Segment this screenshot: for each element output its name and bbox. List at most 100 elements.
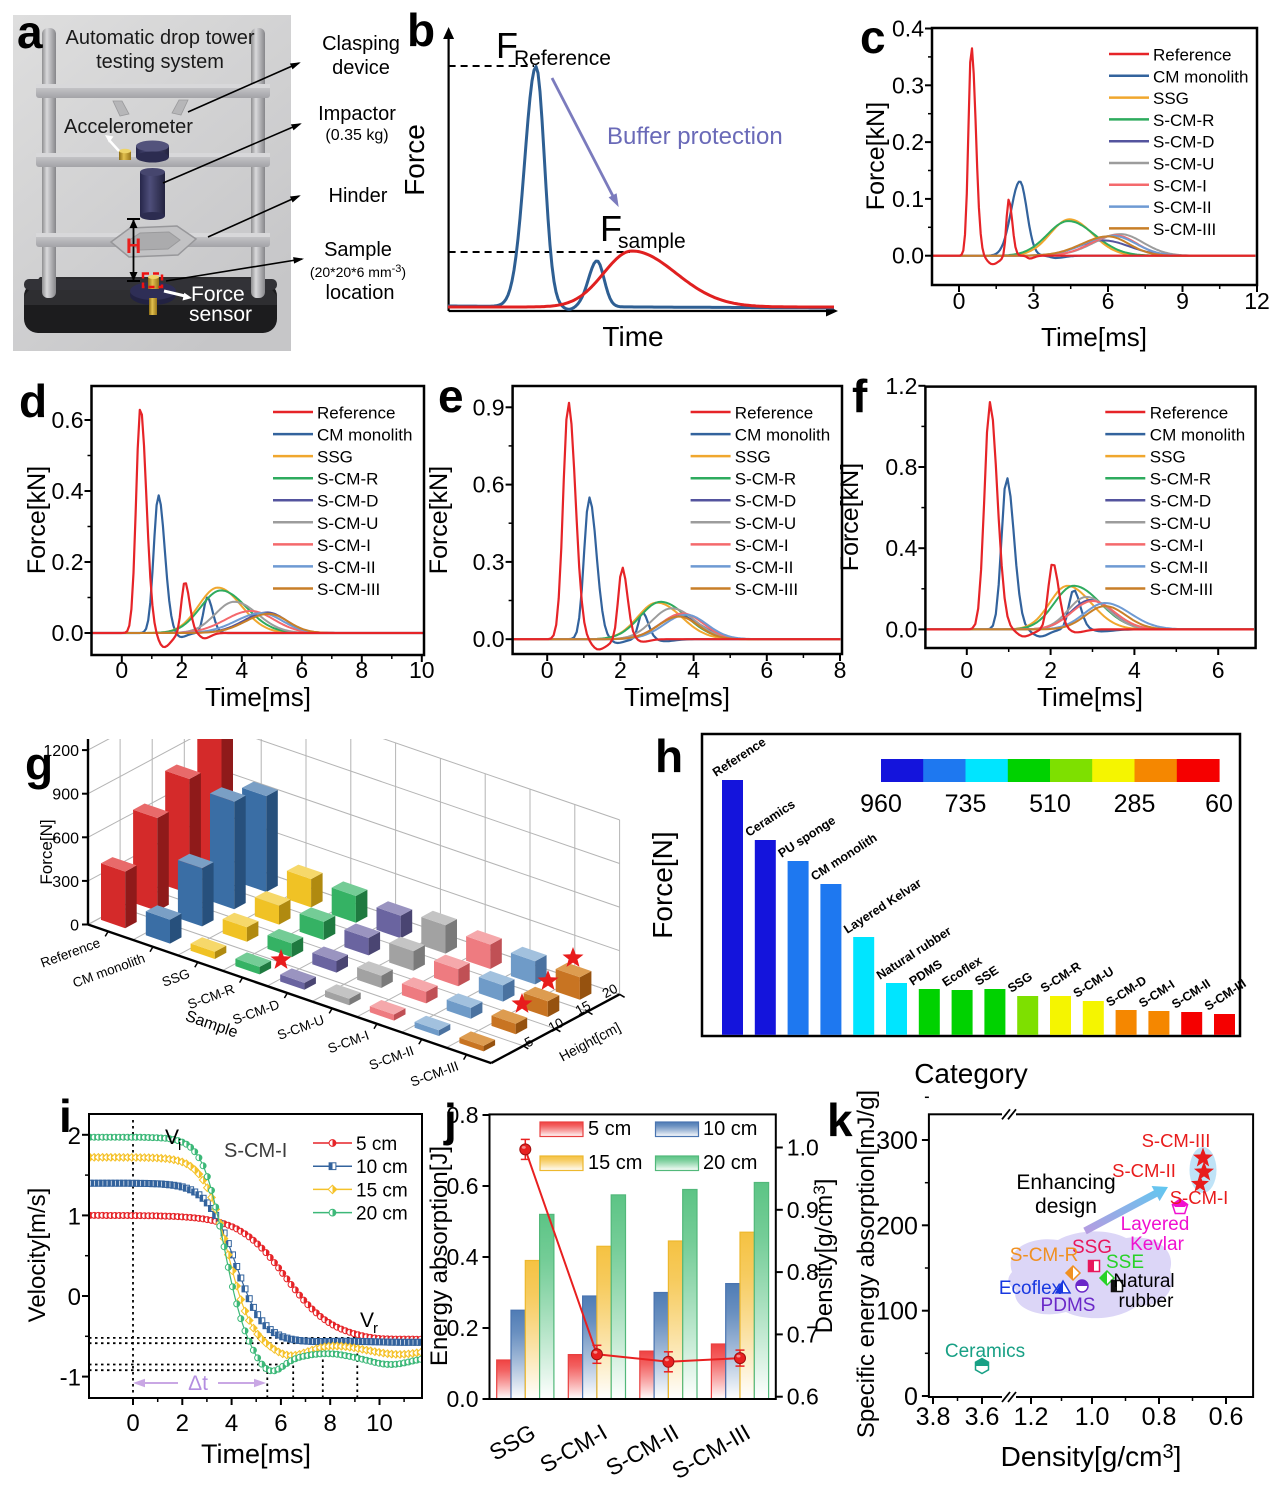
svg-text:15 cm: 15 cm — [588, 1152, 642, 1174]
svg-text:0: 0 — [126, 1410, 139, 1437]
svg-text:960: 960 — [860, 790, 902, 818]
svg-text:100: 100 — [876, 1298, 918, 1326]
svg-text:300: 300 — [52, 874, 79, 891]
svg-text:1.0: 1.0 — [1075, 1403, 1110, 1431]
svg-text:F: F — [496, 25, 518, 66]
svg-text:Reference: Reference — [514, 47, 611, 70]
svg-text:sensor: sensor — [189, 303, 252, 326]
svg-text:Specific energy absorption[mJ/: Specific energy absorption[mJ/g] — [853, 1090, 880, 1438]
svg-text:0.2: 0.2 — [52, 549, 84, 575]
svg-text:S-CM-II: S-CM-II — [735, 558, 794, 577]
svg-text:2: 2 — [68, 1123, 81, 1150]
svg-text:0: 0 — [70, 918, 79, 935]
svg-text:4: 4 — [1128, 657, 1141, 683]
svg-text:S-CM-III: S-CM-III — [735, 580, 798, 599]
svg-text:0.9: 0.9 — [473, 394, 505, 420]
svg-text:285: 285 — [1114, 790, 1156, 818]
svg-text:r: r — [373, 1320, 378, 1337]
svg-text:Ceramics: Ceramics — [945, 1341, 1025, 1362]
svg-text:2: 2 — [1044, 657, 1057, 683]
svg-text:Density[g/cm3]: Density[g/cm3] — [810, 1179, 838, 1334]
svg-text:S-CM-II: S-CM-II — [1153, 198, 1212, 217]
svg-text:(20*20*6 mm-3): (20*20*6 mm-3) — [310, 263, 406, 280]
svg-text:9: 9 — [1176, 288, 1189, 314]
svg-text:Natural: Natural — [1113, 1271, 1174, 1292]
svg-text:0.2: 0.2 — [892, 129, 924, 155]
svg-text:location: location — [326, 282, 395, 304]
svg-text:10 cm: 10 cm — [703, 1118, 757, 1140]
svg-text:S-CM-R: S-CM-R — [1150, 470, 1211, 489]
svg-text:4: 4 — [225, 1410, 238, 1437]
svg-text:5 cm: 5 cm — [588, 1118, 631, 1140]
svg-text:900: 900 — [52, 787, 79, 804]
svg-text:10: 10 — [546, 1015, 566, 1035]
svg-text:CM monolith: CM monolith — [317, 426, 412, 445]
svg-text:300: 300 — [876, 1127, 918, 1155]
svg-text:20: 20 — [600, 981, 620, 1001]
svg-text:0.6: 0.6 — [447, 1173, 479, 1199]
svg-text:0.6: 0.6 — [787, 1384, 819, 1410]
svg-text:0.4: 0.4 — [892, 16, 924, 42]
svg-text:0: 0 — [904, 1383, 918, 1411]
svg-text:0.0: 0.0 — [885, 616, 917, 642]
svg-text:Hinder: Hinder — [329, 185, 388, 207]
svg-text:1200: 1200 — [43, 743, 79, 760]
svg-text:S-CM-R: S-CM-R — [317, 470, 378, 489]
svg-text:2: 2 — [175, 657, 188, 683]
svg-text:0.0: 0.0 — [892, 243, 924, 269]
svg-text:2: 2 — [614, 657, 627, 683]
svg-text:0.6: 0.6 — [1209, 1403, 1244, 1431]
svg-text:Time[ms]: Time[ms] — [205, 682, 311, 712]
svg-text:e: e — [438, 370, 464, 422]
svg-text:S-CM-II: S-CM-II — [1112, 1160, 1176, 1181]
svg-text:testing system: testing system — [96, 51, 224, 73]
svg-text:SSG: SSG — [1072, 1237, 1112, 1258]
svg-text:device: device — [332, 57, 390, 79]
svg-text:0.4: 0.4 — [885, 535, 917, 561]
svg-text:Force[kN]: Force[kN] — [425, 466, 453, 574]
svg-text:12: 12 — [1244, 288, 1269, 314]
svg-text:sample: sample — [618, 230, 686, 253]
svg-text:SSE: SSE — [1106, 1252, 1144, 1273]
svg-text:Automatic drop tower: Automatic drop tower — [66, 27, 255, 49]
svg-text:0.8: 0.8 — [885, 454, 917, 480]
svg-text:design: design — [1035, 1195, 1097, 1218]
svg-text:CM monolith: CM monolith — [735, 426, 830, 445]
svg-text:S-CM-I: S-CM-I — [1170, 1187, 1229, 1208]
svg-text:S-CM-III: S-CM-III — [1142, 1130, 1211, 1151]
svg-text:0: 0 — [115, 657, 128, 683]
svg-text:8: 8 — [324, 1410, 337, 1437]
svg-text:S-CM-I: S-CM-I — [1150, 536, 1204, 555]
svg-text:0.0: 0.0 — [447, 1386, 479, 1412]
svg-text:0.8: 0.8 — [787, 1259, 819, 1285]
svg-text:3.6: 3.6 — [965, 1403, 1000, 1431]
svg-text:3: 3 — [1027, 288, 1040, 314]
svg-text:k: k — [827, 1094, 853, 1146]
svg-text:Layered: Layered — [1121, 1214, 1190, 1235]
svg-text:PDMS: PDMS — [1041, 1295, 1096, 1316]
svg-text:0.3: 0.3 — [892, 72, 924, 98]
svg-text:a: a — [17, 6, 43, 58]
svg-text:S-CM-U: S-CM-U — [1153, 155, 1214, 174]
svg-text:0.4: 0.4 — [447, 1244, 479, 1270]
svg-text:1.0: 1.0 — [787, 1135, 819, 1161]
svg-text:Time: Time — [602, 321, 663, 352]
svg-text:Reference: Reference — [1150, 404, 1228, 423]
svg-text:S-CM-III: S-CM-III — [1150, 580, 1213, 599]
svg-text:Density[g/cm3]: Density[g/cm3] — [1001, 1441, 1182, 1472]
svg-text:F: F — [600, 208, 622, 249]
svg-text:Energy absorption[J]: Energy absorption[J] — [426, 1146, 453, 1366]
svg-text:Force[N]: Force[N] — [37, 819, 56, 884]
svg-text:d: d — [19, 375, 47, 427]
svg-text:Enhancing: Enhancing — [1016, 1171, 1115, 1194]
svg-text:S-CM-I: S-CM-I — [224, 1140, 287, 1162]
svg-text:0.8: 0.8 — [447, 1102, 479, 1128]
svg-text:Buffer protection: Buffer protection — [607, 123, 783, 150]
svg-text:(0.35 kg): (0.35 kg) — [325, 127, 388, 144]
svg-text:Reference: Reference — [735, 404, 813, 423]
svg-text:0: 0 — [953, 288, 966, 314]
svg-text:4: 4 — [235, 657, 248, 683]
svg-text:-1: -1 — [60, 1365, 81, 1392]
svg-text:V: V — [165, 1126, 179, 1149]
svg-text:i: i — [59, 1090, 72, 1142]
